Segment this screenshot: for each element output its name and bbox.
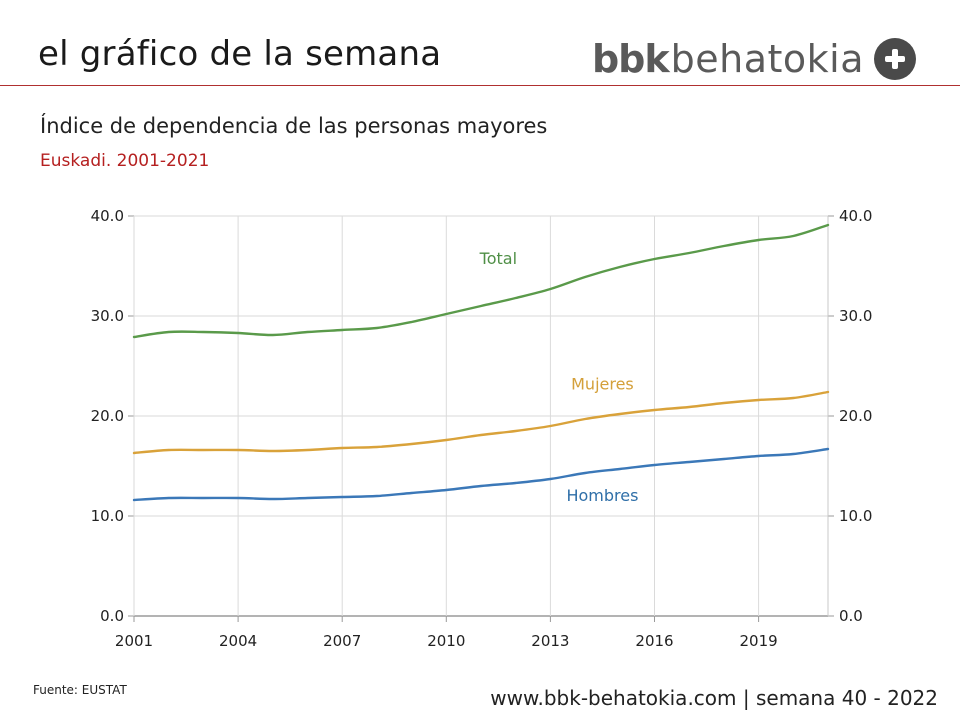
y-tick-label: 0.0 (100, 607, 124, 625)
y-tick-label: 20.0 (91, 407, 124, 425)
brand-logo: bbk behatokia (592, 36, 916, 82)
x-tick-label: 2010 (427, 632, 465, 650)
source-note: Fuente: EUSTAT (33, 683, 127, 697)
footer-site: www.bbk-behatokia.com | semana 40 - 2022 (490, 686, 938, 710)
y-tick-label-right: 30.0 (839, 307, 872, 325)
y-tick-label: 30.0 (91, 307, 124, 325)
series-line-mujeres (132, 390, 830, 455)
page-title: el gráfico de la semana (38, 34, 442, 74)
x-tick-label: 2016 (635, 632, 673, 650)
x-tick-label: 2004 (219, 632, 257, 650)
y-tick-label-right: 20.0 (839, 407, 872, 425)
y-tick-label-right: 10.0 (839, 507, 872, 525)
plus-icon (874, 38, 916, 80)
x-tick-label: 2007 (323, 632, 361, 650)
y-tick-label: 40.0 (91, 207, 124, 225)
x-tick-label: 2019 (740, 632, 778, 650)
header-divider (0, 85, 960, 86)
x-tick-label: 2001 (115, 632, 153, 650)
series-line-total (132, 223, 830, 339)
chart-subtitle: Euskadi. 2001-2021 (40, 151, 210, 171)
series-line-hombres (132, 447, 830, 502)
y-tick-label-right: 0.0 (839, 607, 863, 625)
y-tick-label-right: 40.0 (839, 207, 872, 225)
x-tick-label: 2013 (531, 632, 569, 650)
series-label-mujeres: Mujeres (571, 375, 634, 394)
y-tick-label: 10.0 (91, 507, 124, 525)
chart-title: Índice de dependencia de las personas ma… (40, 114, 548, 138)
brand-name-bold: bbk (591, 37, 670, 81)
series-label-hombres: Hombres (566, 486, 638, 505)
brand-name-light: behatokia (670, 37, 864, 81)
series-label-total: Total (479, 249, 517, 268)
